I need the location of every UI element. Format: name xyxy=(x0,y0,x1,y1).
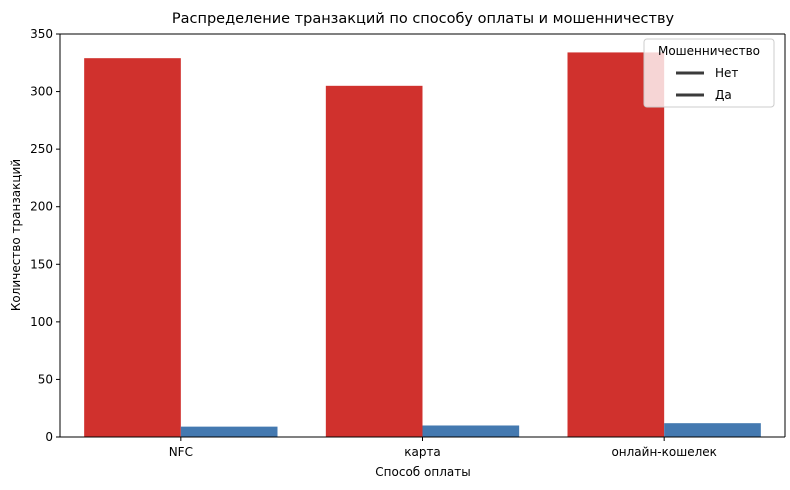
legend-label-da: Да xyxy=(715,88,732,102)
y-tick-label-0: 0 xyxy=(45,430,53,444)
bar-да-0 xyxy=(180,426,278,437)
bar-да-2 xyxy=(664,423,761,437)
x-tick-label-0: NFC xyxy=(169,445,193,459)
chart-title: Распределение транзакций по способу опла… xyxy=(172,11,675,27)
x-tick-label-1: карта xyxy=(404,445,441,459)
x-axis-title: Способ оплаты xyxy=(375,465,470,479)
y-tick-label-1: 50 xyxy=(38,372,53,386)
bar-да-1 xyxy=(422,425,520,437)
y-axis: 0 50 100 150 200 250 300 350 xyxy=(30,27,60,444)
y-tick-label-3: 150 xyxy=(30,257,53,271)
bar-нет-0 xyxy=(84,58,181,438)
y-tick-label-5: 250 xyxy=(30,142,53,156)
legend-label-net: Нет xyxy=(715,66,738,80)
legend-title: Мошенничество xyxy=(658,44,760,58)
y-tick-label-6: 300 xyxy=(30,85,53,99)
x-tick-label-2: онлайн-кошелек xyxy=(611,445,716,459)
bar-нет-2 xyxy=(567,52,665,438)
y-tick-label-4: 200 xyxy=(30,200,53,214)
x-axis: NFC карта онлайн-кошелек xyxy=(169,437,717,459)
y-axis-title: Количество транзакций xyxy=(9,159,23,311)
legend-frame xyxy=(643,38,775,108)
legend: Мошенничество Нет Да xyxy=(643,38,775,108)
y-tick-label-2: 100 xyxy=(30,315,53,329)
bar-нет-1 xyxy=(325,85,423,438)
bars-group xyxy=(84,52,761,438)
y-tick-label-7: 350 xyxy=(30,27,53,41)
